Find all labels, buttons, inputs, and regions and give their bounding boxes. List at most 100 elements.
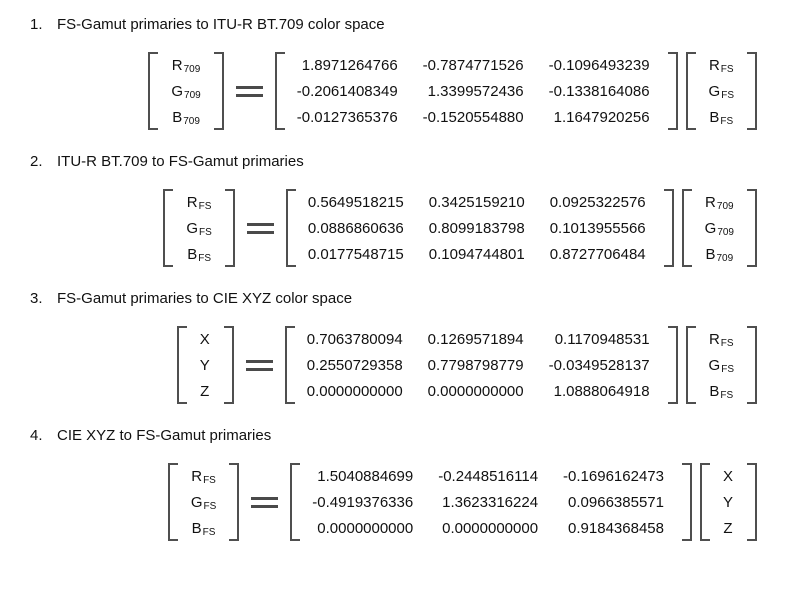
matrix-cell: 1.8971264766 xyxy=(301,56,398,74)
right-bracket xyxy=(667,52,678,130)
vector-label: G 709 xyxy=(704,219,734,238)
matrix-cell: 0.1013955566 xyxy=(549,219,646,237)
left-bracket xyxy=(685,52,696,130)
vector-label: B FS xyxy=(709,382,734,401)
right-bracket xyxy=(747,189,757,267)
left-bracket xyxy=(284,326,295,404)
vector-label: R FS xyxy=(191,467,216,486)
matrix-cell: 0.1269571894 xyxy=(427,330,524,348)
matrix-cell: -0.1338164086 xyxy=(548,82,650,100)
subscript: 709 xyxy=(716,200,734,212)
vector-label: R 709 xyxy=(171,56,201,75)
right-bracket xyxy=(213,52,224,130)
equals-sign xyxy=(245,326,273,404)
rhs-vector: R FS G FS B FS xyxy=(685,52,757,130)
subscript: FS xyxy=(199,226,212,238)
vector-label: R 709 xyxy=(705,193,734,212)
left-bracket xyxy=(148,52,159,130)
matrix-cell: -0.4919376336 xyxy=(312,493,414,511)
matrix-cell: -0.0349528137 xyxy=(548,356,650,374)
vector-label: X xyxy=(199,330,210,348)
matrix-cell: 0.0177548715 xyxy=(307,245,404,263)
section-4-heading: 4. CIE XYZ to FS-Gamut primaries xyxy=(30,427,804,445)
vector-label: G FS xyxy=(190,493,217,512)
right-bracket xyxy=(747,326,757,404)
matrix-cell: -0.2448516114 xyxy=(438,467,539,485)
matrix-cell: 0.8099183798 xyxy=(428,219,525,237)
section-title: FS-Gamut primaries to ITU-R BT.709 color… xyxy=(57,16,385,33)
lhs-vector: R FS G FS B FS xyxy=(163,189,235,267)
subscript: 709 xyxy=(183,115,200,127)
vector-label: Y xyxy=(199,356,210,374)
subscript: 709 xyxy=(717,226,734,238)
equation-1: R 709 G 709 B 709 1.8971264766 -0.787477152… xyxy=(30,52,757,130)
right-bracket xyxy=(747,52,757,130)
vector-label: B 709 xyxy=(172,108,200,127)
section-4: 4. CIE XYZ to FS-Gamut primaries R FS G FS… xyxy=(30,427,804,541)
section-3: 3. FS-Gamut primaries to CIE XYZ color s… xyxy=(30,290,804,404)
matrix-cell: 0.0000000000 xyxy=(442,519,539,537)
matrix-cell: 0.0000000000 xyxy=(317,519,414,537)
matrix-cell: 0.0925322576 xyxy=(549,193,646,211)
vector-label: B FS xyxy=(191,519,216,538)
vector-label: X xyxy=(722,467,733,485)
subscript: 709 xyxy=(184,89,201,101)
right-bracket xyxy=(667,326,678,404)
matrix-cell: 0.3425159210 xyxy=(428,193,525,211)
matrix-cell: -0.1696162473 xyxy=(563,467,664,485)
section-number: 3. xyxy=(30,290,43,307)
left-bracket xyxy=(167,463,178,541)
matrix-cell: 1.5040884699 xyxy=(317,467,414,485)
matrix: 1.5040884699 -0.2448516114 -0.1696162473… xyxy=(290,463,692,541)
matrix-cell: 0.0886860636 xyxy=(307,219,404,237)
right-bracket xyxy=(229,463,240,541)
section-2-heading: 2. ITU-R BT.709 to FS-Gamut primaries xyxy=(30,153,804,171)
section-title: ITU-R BT.709 to FS-Gamut primaries xyxy=(57,153,304,170)
matrix-cell: -0.2061408349 xyxy=(296,82,398,100)
matrix: 0.5649518215 0.3425159210 0.0925322576 0… xyxy=(285,189,674,267)
vector-label: B FS xyxy=(187,245,211,264)
vector-label: Y xyxy=(722,493,733,511)
subscript: FS xyxy=(203,474,216,486)
section-1: 1. FS-Gamut primaries to ITU-R BT.709 co… xyxy=(30,16,804,130)
subscript: FS xyxy=(720,337,734,349)
matrix-cell: -0.1520554880 xyxy=(422,108,524,126)
matrix-cell: 0.0966385571 xyxy=(568,493,664,511)
equation-2: R FS G FS B FS 0.5649518215 0.3425159210 0.… xyxy=(30,189,757,267)
right-bracket xyxy=(681,463,692,541)
matrix-cell: -0.1096493239 xyxy=(548,56,650,74)
subscript: 709 xyxy=(716,252,734,264)
matrix-cell: 0.7063780094 xyxy=(306,330,403,348)
left-bracket xyxy=(290,463,301,541)
subscript: 709 xyxy=(183,63,201,75)
matrix-cell: 1.3399572436 xyxy=(427,82,524,100)
matrix-cell: 1.3623316224 xyxy=(442,493,539,511)
left-bracket xyxy=(176,326,187,404)
matrix-cell: 0.8727706484 xyxy=(549,245,646,263)
equals-sign xyxy=(235,52,263,130)
left-bracket xyxy=(163,189,174,267)
matrix-cell: 0.7798798779 xyxy=(427,356,524,374)
vector-label: G FS xyxy=(708,82,734,101)
matrix-cell: -0.0127365376 xyxy=(296,108,398,126)
right-bracket xyxy=(224,189,235,267)
subscript: FS xyxy=(720,63,734,75)
subscript: FS xyxy=(198,252,211,264)
vector-label: G 709 xyxy=(171,82,201,101)
matrix-cell: 0.1170948531 xyxy=(554,330,650,348)
section-title: CIE XYZ to FS-Gamut primaries xyxy=(57,427,272,444)
vector-label: R FS xyxy=(186,193,212,212)
matrix-cell: 1.1647920256 xyxy=(553,108,650,126)
section-number: 4. xyxy=(30,427,43,444)
section-number: 1. xyxy=(30,16,43,33)
matrix: 1.8971264766 -0.7874771526 -0.1096493239… xyxy=(274,52,678,130)
left-bracket xyxy=(285,189,296,267)
lhs-vector: R FS G FS B FS xyxy=(167,463,240,541)
matrix-cell: 0.0000000000 xyxy=(427,382,524,400)
left-bracket xyxy=(685,326,696,404)
equals-sign xyxy=(246,189,274,267)
vector-label: B 709 xyxy=(705,245,734,264)
left-bracket xyxy=(274,52,285,130)
vector-label: R FS xyxy=(708,330,734,349)
